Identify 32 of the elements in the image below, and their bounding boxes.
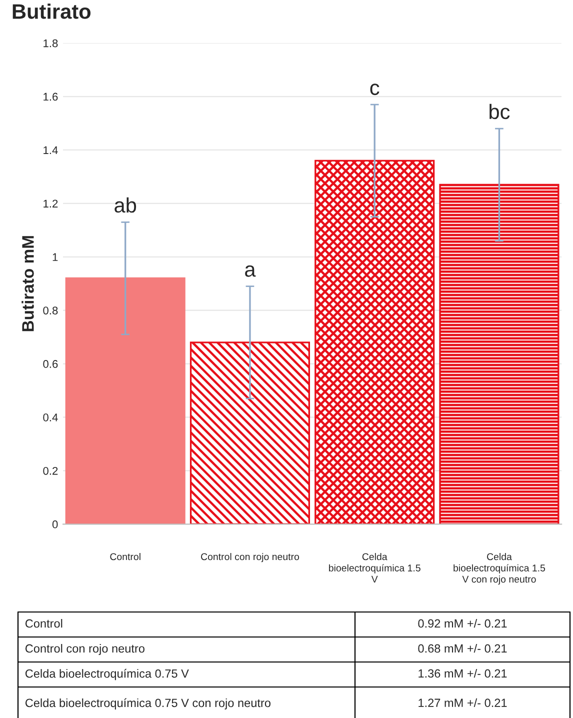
text: Celda bioelectroquímica 0.75 V con rojo neutro <box>25 698 270 710</box>
chart-title: Butirato <box>12 4 90 19</box>
text: 1.27 mM +/- 0.21 <box>418 698 507 708</box>
y-tick-label: 1 <box>52 253 58 261</box>
annotation: c <box>370 84 380 96</box>
text: Celda bioelectroquímica 0.75 V <box>25 668 189 680</box>
text: 0.68 mM +/- 0.21 <box>418 644 507 653</box>
y-tick-label: 0.2 <box>43 466 58 475</box>
x-tick-label: Control con rojo neutro <box>201 553 300 562</box>
text: 0.92 mM +/- 0.21 <box>418 618 507 628</box>
bar <box>314 160 435 524</box>
bar <box>439 184 560 524</box>
x-tick-label: Celda bioelectroquímica 1.5 V con rojo neutro <box>454 553 546 585</box>
y-tick-label: 1.8 <box>44 39 58 48</box>
text: Control <box>25 618 62 628</box>
x-tick-label: Control <box>110 553 140 560</box>
y-tick-label: 1.4 <box>44 146 58 154</box>
text: Control con rojo neutro <box>25 644 144 656</box>
text: 1.36 mM +/- 0.21 <box>418 668 507 678</box>
x-tick-label: Celda bioelectroquímica 1.5 V <box>329 553 420 583</box>
y-tick-label: 1.6 <box>44 92 58 101</box>
y-tick-label: 0 <box>52 520 58 528</box>
bar <box>190 342 310 524</box>
y-tick-label: 0.8 <box>43 306 58 314</box>
bar <box>65 277 186 524</box>
y-tick-label: 1.2 <box>44 200 58 208</box>
annotation: a <box>245 265 256 277</box>
y-tick-label: 0.6 <box>43 360 58 368</box>
annotation: ab <box>114 197 136 213</box>
annotation: bc <box>490 104 510 120</box>
y-axis-title: Butirato mM <box>22 236 34 332</box>
y-tick-label: 0.4 <box>43 414 58 422</box>
